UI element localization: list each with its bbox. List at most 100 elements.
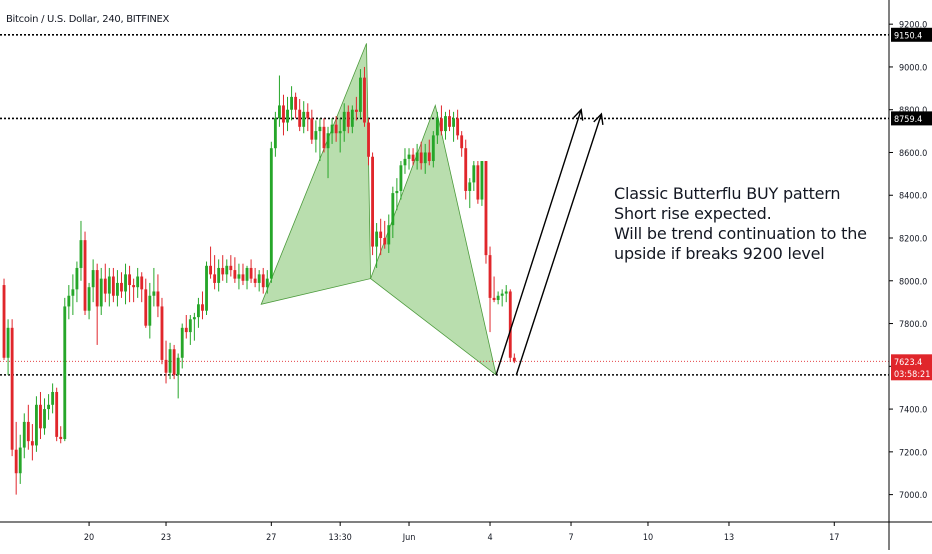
candle-body (330, 124, 334, 134)
candle-body (440, 118, 443, 132)
projection-arrowhead-2 (593, 112, 604, 125)
x-tick-label: 7 (568, 533, 573, 543)
candle-body (156, 291, 160, 307)
candle-body (435, 118, 439, 136)
candle-body (452, 118, 455, 127)
candle-body (379, 231, 383, 239)
candle-body (249, 267, 253, 279)
candle-body (431, 135, 435, 162)
candle-body (326, 133, 330, 149)
y-tick-label: 7400.0 (899, 406, 927, 416)
x-tick-label: 17 (829, 533, 839, 543)
candle-body (164, 359, 168, 373)
candle-body (395, 190, 399, 194)
candle-body (302, 111, 306, 127)
candle-body (172, 349, 176, 375)
candle-body (209, 265, 212, 275)
candle-body (419, 152, 423, 164)
butterfly-pattern-1 (260, 43, 372, 305)
candle-body (2, 285, 6, 358)
y-tick-label: 8400.0 (899, 192, 927, 202)
candle-body (504, 291, 508, 294)
candle-body (484, 161, 488, 256)
candle-body (103, 278, 107, 294)
candle-body (124, 274, 127, 292)
candle-body (140, 276, 144, 290)
y-tick-label: 7200.0 (899, 448, 927, 458)
annotation-line-3: Will be trend continuation to the (614, 224, 867, 243)
candle-body (472, 165, 476, 183)
x-tick-label: 27 (266, 533, 276, 543)
candle-body (269, 148, 273, 279)
candle-body (213, 274, 217, 283)
candle-body (314, 131, 318, 140)
candle-body (290, 96, 293, 110)
candle-body (338, 131, 342, 134)
candle-body (205, 265, 208, 311)
candle-body (83, 240, 87, 311)
chart-annotation: Classic Butterflu BUY pattern Short rise… (614, 184, 867, 264)
candle-body (480, 161, 484, 200)
x-tick-label: 13 (724, 533, 734, 543)
candle-body (197, 304, 200, 318)
candle-body (233, 270, 237, 279)
candle-body (79, 240, 83, 268)
level-price-label: 8759.4 (894, 115, 922, 125)
candle-body (367, 122, 370, 157)
candle-body (132, 285, 136, 288)
candle-body (188, 319, 192, 333)
level-price-label: 9150.4 (894, 31, 922, 41)
candle-body (59, 436, 63, 440)
candle-body (278, 105, 281, 119)
candle-body (99, 278, 103, 307)
candle-body (47, 404, 50, 410)
candle-body (144, 289, 148, 326)
candle-body (399, 165, 403, 191)
candle-body (75, 267, 79, 290)
candle-body (107, 276, 111, 294)
candle-body (168, 349, 172, 373)
candle-body (128, 274, 131, 286)
candle-body (201, 304, 204, 311)
candle-body (116, 282, 119, 296)
countdown-label: 03:58:21 (894, 370, 930, 380)
candle-body (407, 154, 411, 159)
candle-body (423, 152, 427, 164)
candle-body (359, 77, 362, 112)
candle-body (387, 225, 391, 245)
candle-body (273, 118, 277, 149)
y-tick-label: 7800.0 (899, 320, 927, 330)
candle-body (120, 282, 123, 292)
candle-body (221, 267, 225, 275)
candle-body (286, 109, 289, 123)
candle-body (180, 327, 184, 358)
candle-body (322, 126, 326, 149)
y-tick-label: 8200.0 (899, 235, 927, 245)
candle-body (282, 105, 285, 123)
candle-body (294, 96, 298, 110)
y-tick-label: 7000.0 (899, 491, 927, 501)
candle-body (318, 126, 322, 132)
projection-arrowhead-1 (573, 108, 584, 121)
x-tick-label: 23 (161, 533, 171, 543)
candle-body (55, 391, 59, 437)
candle-body (257, 274, 261, 283)
candle-body (375, 231, 379, 247)
candle-body (460, 135, 464, 149)
candle-body (111, 276, 115, 296)
candle-body (496, 295, 500, 301)
candle-body (456, 118, 460, 136)
candle-body (136, 276, 140, 288)
chart-title: Bitcoin / U.S. Dollar, 240, BITFINEX (6, 14, 170, 25)
candle-body (10, 327, 14, 450)
candle-body (184, 327, 188, 333)
candle-body (225, 265, 229, 275)
candle-body (6, 327, 10, 358)
candle-body (217, 267, 221, 283)
y-tick-label: 8600.0 (899, 149, 927, 159)
candle-body (22, 421, 26, 448)
candle-body (51, 391, 55, 405)
candle-body (253, 278, 257, 283)
